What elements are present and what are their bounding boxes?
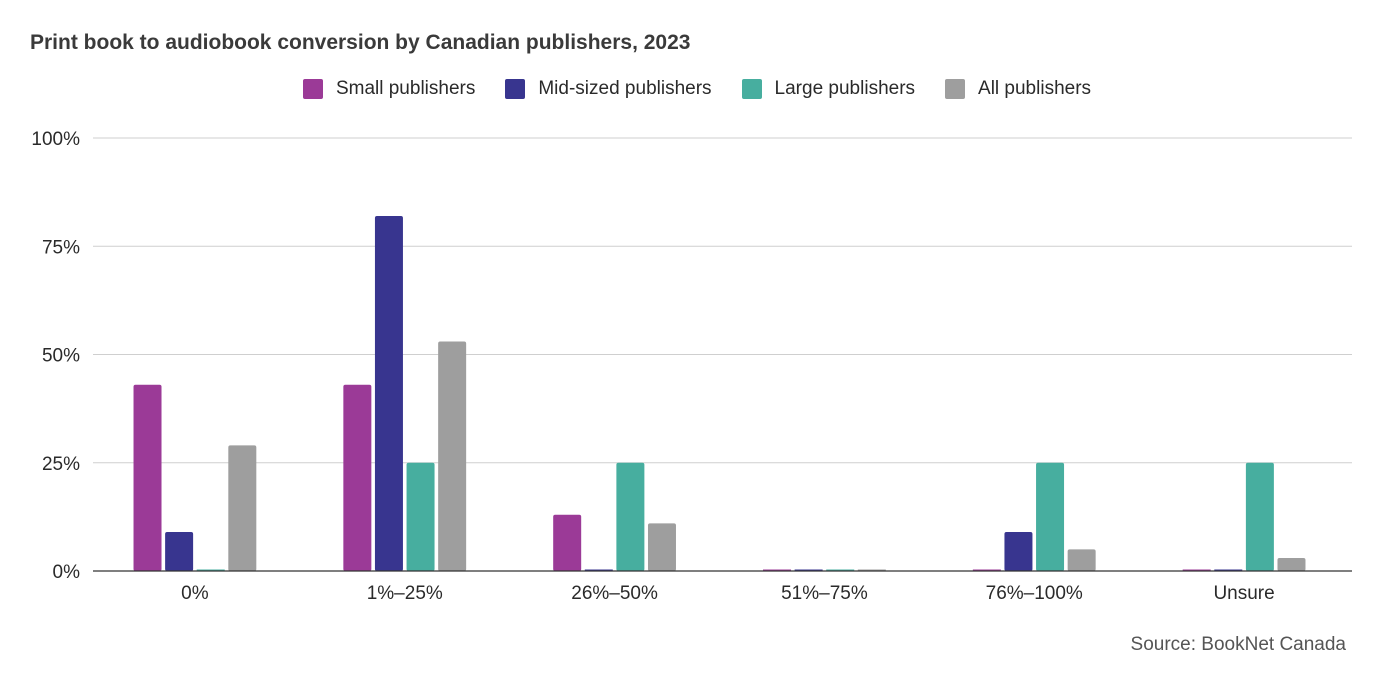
x-tick-label: 26%–50% xyxy=(571,583,658,604)
bar xyxy=(406,462,435,571)
bar xyxy=(826,569,855,571)
x-tick-label: Unsure xyxy=(1213,583,1274,604)
y-tick-label: 75% xyxy=(42,237,80,258)
legend-label-small-publishers: Small publishers xyxy=(335,78,476,99)
bar xyxy=(374,215,403,571)
legend-label-all-publishers: All publishers xyxy=(978,78,1092,99)
bar xyxy=(1004,532,1033,571)
x-tick-label: 1%–25% xyxy=(367,583,443,604)
source-note: Source: BookNet Canada xyxy=(1130,634,1346,655)
legend-item-large-publishers[interactable]: Large publishers xyxy=(741,78,916,100)
bar xyxy=(972,569,1001,571)
bar xyxy=(196,569,225,571)
chart-title: Print book to audiobook conversion by Ca… xyxy=(30,31,691,54)
y-tick-label: 0% xyxy=(53,562,81,583)
bar xyxy=(228,445,257,571)
bar xyxy=(438,341,467,571)
bar xyxy=(343,384,372,571)
legend-swatch-small-publishers xyxy=(302,79,323,99)
bar xyxy=(133,384,162,571)
chart-legend: Small publishers Mid-sized publishers La… xyxy=(0,78,1380,100)
bar xyxy=(165,532,194,571)
bar xyxy=(794,569,823,571)
legend-item-small-publishers[interactable]: Small publishers xyxy=(302,78,476,100)
bar xyxy=(553,514,582,571)
legend-item-all-publishers[interactable]: All publishers xyxy=(945,78,1091,100)
bar xyxy=(1214,569,1243,571)
bar xyxy=(763,569,792,571)
bar xyxy=(616,462,645,571)
bar xyxy=(1182,569,1211,571)
bar xyxy=(1277,558,1306,571)
bar xyxy=(1036,462,1065,571)
bar xyxy=(1245,462,1274,571)
legend-swatch-large-publishers xyxy=(741,79,762,99)
y-tick-label: 100% xyxy=(31,129,80,150)
x-tick-label: 0% xyxy=(181,583,209,604)
x-tick-label: 76%–100% xyxy=(986,583,1083,604)
bar xyxy=(584,569,613,571)
legend-label-mid-sized-publishers: Mid-sized publishers xyxy=(538,78,712,99)
bar xyxy=(857,569,886,571)
bar xyxy=(647,523,676,571)
legend-swatch-all-publishers xyxy=(945,79,966,99)
legend-label-large-publishers: Large publishers xyxy=(774,78,916,99)
x-tick-label: 51%–75% xyxy=(781,583,868,604)
bar xyxy=(1067,549,1096,571)
legend-item-mid-sized-publishers[interactable]: Mid-sized publishers xyxy=(505,78,712,100)
legend-swatch-mid-sized-publishers xyxy=(505,79,526,99)
y-tick-label: 25% xyxy=(42,454,80,475)
y-tick-label: 50% xyxy=(42,346,80,367)
